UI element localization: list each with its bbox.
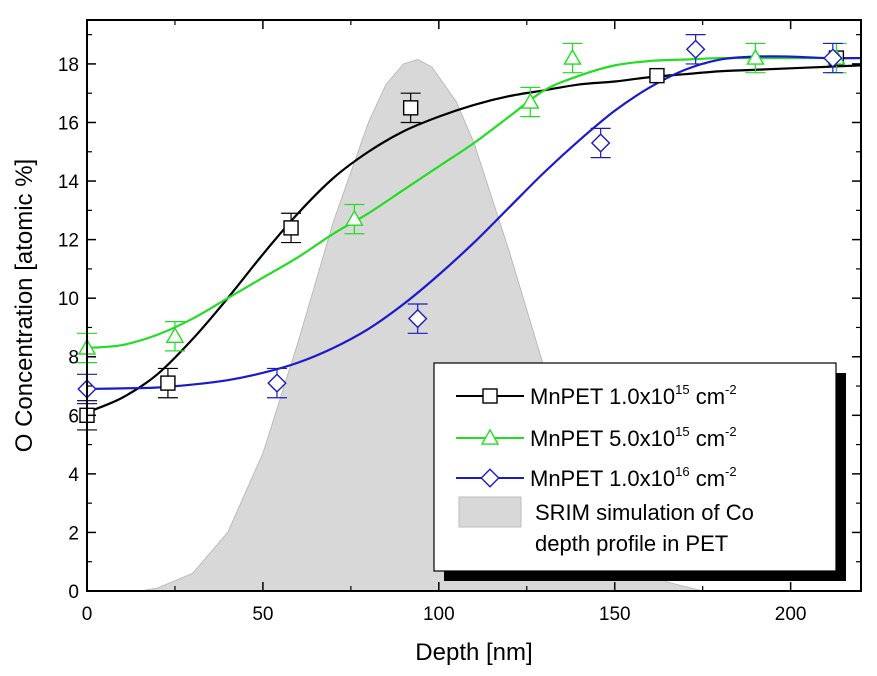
data-point-series-1 — [160, 375, 176, 391]
y-tick-label: 18 — [58, 55, 79, 76]
legend-srim-label-line1: SRIM simulation of Co — [535, 500, 754, 525]
legend: MnPET 1.0x1015 cm-2 MnPET 5.0x1015 cm-2 Mn… — [433, 362, 846, 581]
y-tick-label: 8 — [68, 348, 79, 369]
data-point-series-1 — [283, 220, 299, 236]
data-point-series-2 — [521, 92, 540, 109]
data-point-series-3 — [267, 373, 287, 393]
legend-label: MnPET 5.0x1015 cm-2 — [530, 424, 737, 451]
legend-item-series-1: MnPET 1.0x1015 cm-2 — [456, 382, 737, 409]
legend-label: MnPET 1.0x1016 cm-2 — [530, 464, 737, 491]
y-tick-label: 6 — [68, 406, 79, 427]
x-tick-label: 0 — [82, 604, 93, 625]
data-point-series-3 — [590, 133, 611, 153]
plot-frame — [86, 19, 862, 592]
fit-line-series-1 — [86, 64, 862, 414]
data-point-series-3 — [685, 39, 706, 60]
legend-marker — [480, 468, 500, 488]
y-tick-label: 10 — [58, 289, 79, 310]
x-tick-label: 50 — [252, 604, 273, 625]
x-axis-title: Depth [nm] — [415, 639, 532, 666]
y-tick-label: 14 — [58, 172, 80, 193]
data-point-series-1 — [402, 100, 419, 116]
x-tick-label: 100 — [423, 604, 455, 625]
y-tick-label: 12 — [58, 231, 79, 252]
legend-box — [433, 362, 837, 572]
ticks-layer — [86, 20, 861, 592]
legend-label: MnPET 1.0x1015 cm-2 — [530, 382, 737, 409]
y-tick-label: 0 — [68, 582, 79, 603]
legend-item-series-2: MnPET 5.0x1015 cm-2 — [456, 424, 737, 451]
legend-item-srim: SRIM simulation of Co depth profile in PE… — [458, 496, 754, 556]
data-point-series-2 — [165, 326, 185, 343]
y-axis-title: O Concentration [atomic %] — [11, 159, 38, 452]
legend-items: MnPET 1.0x1015 cm-2 MnPET 5.0x1015 cm-2 Mn… — [456, 382, 754, 556]
legend-srim-label-line2: depth profile in PET — [535, 531, 728, 556]
data-point-series-2 — [746, 48, 765, 65]
markers-layer — [77, 39, 846, 424]
data-point-series-1 — [649, 67, 665, 84]
legend-marker — [480, 428, 500, 445]
legend-srim-swatch — [458, 496, 522, 528]
legend-marker — [482, 388, 498, 404]
legend-item-series-3: MnPET 1.0x1016 cm-2 — [456, 464, 737, 491]
fit-lines-layer — [86, 55, 862, 414]
data-point-series-2 — [345, 209, 364, 226]
data-point-series-3 — [407, 308, 428, 329]
y-tick-label: 4 — [68, 465, 79, 486]
x-tick-label: 200 — [775, 604, 807, 625]
x-tick-label: 150 — [599, 604, 631, 625]
y-tick-label: 16 — [58, 113, 79, 134]
fit-line-series-3 — [86, 55, 862, 391]
data-point-series-2 — [563, 48, 582, 65]
data-point-series-3 — [823, 48, 843, 68]
y-tick-label: 2 — [68, 523, 79, 544]
tick-labels-layer: 0 50 100 150 200 0 2 4 6 8 10 12 14 16 18 — [58, 55, 807, 625]
